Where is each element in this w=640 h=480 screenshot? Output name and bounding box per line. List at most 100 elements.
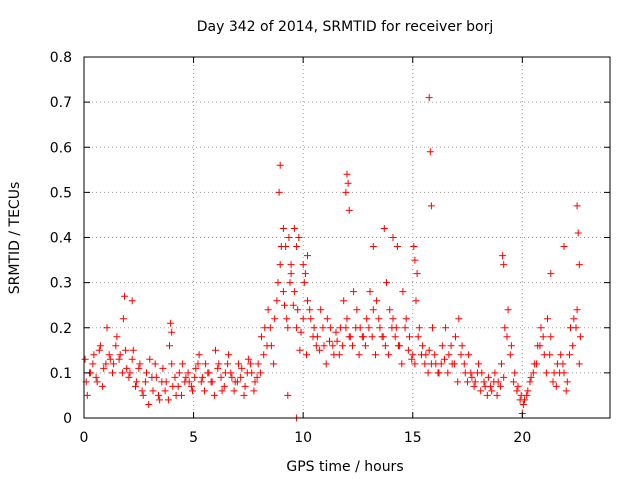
data-point: [256, 369, 264, 377]
data-point: [247, 360, 255, 368]
data-point: [253, 373, 261, 381]
data-point: [467, 369, 475, 377]
data-point: [526, 378, 534, 386]
data-point: [380, 225, 388, 232]
data-point: [295, 234, 303, 241]
data-point: [507, 342, 515, 350]
data-point: [413, 270, 421, 278]
data-point: [575, 360, 583, 368]
data-point: [559, 360, 567, 368]
data-point: [499, 252, 507, 260]
data-point: [343, 315, 351, 323]
data-point: [105, 351, 113, 359]
data-point: [287, 261, 295, 269]
data-point: [284, 391, 292, 399]
data-point: [287, 270, 295, 278]
data-point: [220, 382, 228, 390]
data-point: [289, 301, 297, 309]
data-point: [419, 342, 427, 350]
data-point: [539, 333, 547, 341]
data-point: [381, 342, 389, 350]
data-point: [547, 270, 555, 278]
data-point: [375, 315, 383, 323]
data-point: [401, 324, 409, 332]
data-point: [285, 234, 293, 241]
data-point: [299, 261, 307, 269]
data-point: [493, 391, 501, 399]
data-point: [537, 324, 545, 332]
data-point: [293, 324, 301, 332]
data-point: [542, 369, 550, 377]
data-point: [458, 342, 466, 350]
data-point: [90, 351, 98, 359]
data-point: [519, 401, 527, 408]
data-point: [159, 364, 167, 372]
data-point: [141, 378, 149, 386]
data-point: [178, 391, 185, 399]
data-point: [398, 360, 406, 368]
data-point: [189, 387, 196, 395]
data-point: [570, 315, 578, 323]
data-point: [182, 373, 190, 381]
data-point: [552, 382, 560, 390]
data-point: [491, 369, 499, 377]
data-point: [563, 378, 571, 386]
data-point: [301, 270, 309, 278]
data-point: [138, 387, 146, 395]
data-point: [270, 360, 278, 368]
data-point: [418, 351, 425, 359]
data-point: [365, 324, 373, 332]
data-point: [174, 382, 182, 390]
data-point: [296, 346, 304, 354]
data-point: [283, 315, 291, 323]
data-point: [437, 360, 445, 368]
data-point: [369, 243, 377, 250]
data-point: [454, 378, 462, 386]
data-point: [133, 378, 141, 386]
data-point: [352, 324, 360, 332]
data-point: [421, 360, 429, 368]
data-point: [109, 369, 116, 377]
data-point: [89, 360, 97, 368]
data-point: [303, 351, 310, 359]
data-point: [484, 373, 492, 381]
data-point: [238, 364, 246, 372]
data-point: [197, 378, 205, 386]
data-point: [175, 369, 183, 377]
data-point: [227, 369, 235, 377]
y-tick-label: 0.6: [50, 140, 72, 156]
data-point: [225, 351, 233, 359]
data-point: [524, 387, 532, 395]
data-point: [562, 387, 570, 395]
data-point: [549, 378, 557, 386]
data-point: [125, 373, 133, 381]
data-point: [286, 279, 294, 287]
data-point: [258, 333, 265, 341]
data-point: [191, 373, 199, 381]
data-point: [573, 306, 581, 314]
data-point: [323, 315, 331, 323]
data-point: [575, 261, 583, 269]
data-point: [215, 360, 223, 368]
data-point: [123, 364, 131, 372]
data-point: [210, 391, 218, 399]
data-point: [118, 369, 126, 377]
data-point: [389, 315, 397, 323]
data-point: [250, 387, 258, 395]
data-point: [194, 360, 202, 368]
data-point: [168, 328, 176, 336]
data-point: [312, 342, 320, 350]
data-point: [411, 360, 419, 368]
y-tick-label: 0.3: [50, 276, 72, 292]
data-point: [425, 346, 433, 354]
data-point: [100, 364, 108, 372]
data-point: [264, 306, 272, 314]
data-point: [93, 378, 101, 386]
data-point: [260, 351, 268, 359]
data-point: [294, 306, 302, 314]
data-point: [297, 328, 305, 336]
data-point: [266, 324, 274, 332]
data-point: [547, 333, 555, 341]
data-point: [233, 378, 241, 386]
data-point: [332, 328, 340, 336]
